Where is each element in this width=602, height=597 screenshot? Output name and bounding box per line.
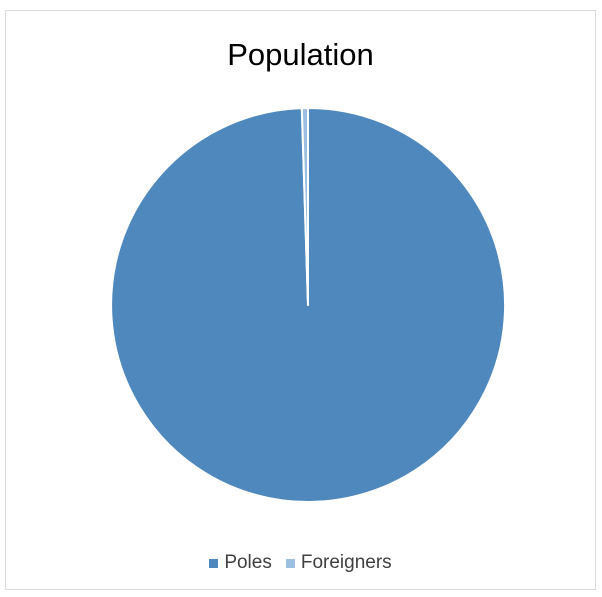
chart-frame: Population Poles Foreigners (5, 10, 596, 590)
legend-label-poles: Poles (224, 552, 272, 573)
legend-swatch-poles (209, 558, 219, 568)
legend: Poles Foreigners (6, 552, 595, 574)
legend-item-poles: Poles (209, 552, 272, 574)
legend-item-foreigners: Foreigners (285, 552, 392, 574)
chart-title: Population (227, 37, 374, 72)
legend-label-foreigners: Foreigners (300, 552, 392, 573)
legend-swatch-foreigners (285, 558, 295, 568)
pie-chart (110, 107, 507, 503)
pie-slice-foreigners (300, 107, 309, 306)
